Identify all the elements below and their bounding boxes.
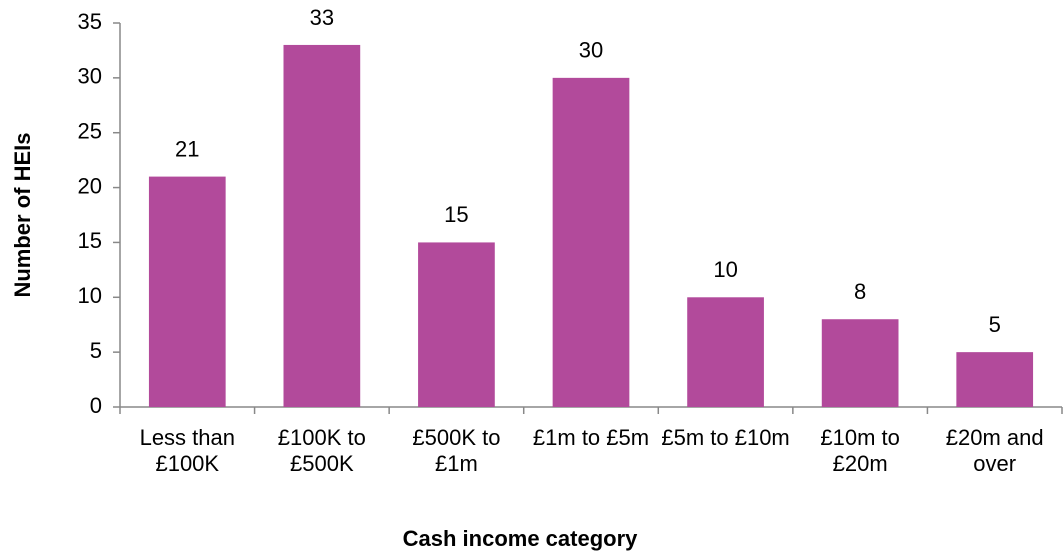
y-axis-title: Number of HEIs <box>10 132 35 297</box>
y-tick-label: 25 <box>78 119 102 144</box>
y-tick-label: 30 <box>78 64 102 89</box>
bar <box>418 242 495 407</box>
data-label: 30 <box>579 38 603 63</box>
x-axis-title: Cash income category <box>403 526 639 551</box>
y-tick-label: 35 <box>78 9 102 34</box>
bar <box>552 77 630 407</box>
x-tick-label: £1m to £5m <box>532 425 650 450</box>
data-label: 15 <box>444 202 468 227</box>
y-tick-label: 15 <box>78 228 102 253</box>
data-label: 33 <box>310 5 334 30</box>
y-tick-label: 0 <box>90 393 102 418</box>
bar <box>148 176 226 407</box>
x-tick-label: £10m to £20m <box>820 425 900 476</box>
bar <box>956 352 1034 407</box>
bar <box>821 319 899 407</box>
x-tick-label: £5m to £10m <box>661 425 790 450</box>
y-tick-label: 20 <box>78 173 102 198</box>
y-tick-label: 10 <box>78 283 102 308</box>
x-tick-label: £20m and over <box>945 425 1044 476</box>
x-tick-label: £100K to £500K <box>277 425 366 476</box>
x-tick-label: Less than £100K <box>139 425 235 476</box>
bar <box>687 297 764 407</box>
y-tick-label: 5 <box>90 338 102 363</box>
data-label: 5 <box>989 312 1001 337</box>
x-tick-label: £500K to £1m <box>412 425 501 476</box>
data-label: 10 <box>713 257 737 282</box>
data-label: 21 <box>175 136 199 161</box>
data-label: 8 <box>854 279 866 304</box>
bar <box>283 44 361 407</box>
